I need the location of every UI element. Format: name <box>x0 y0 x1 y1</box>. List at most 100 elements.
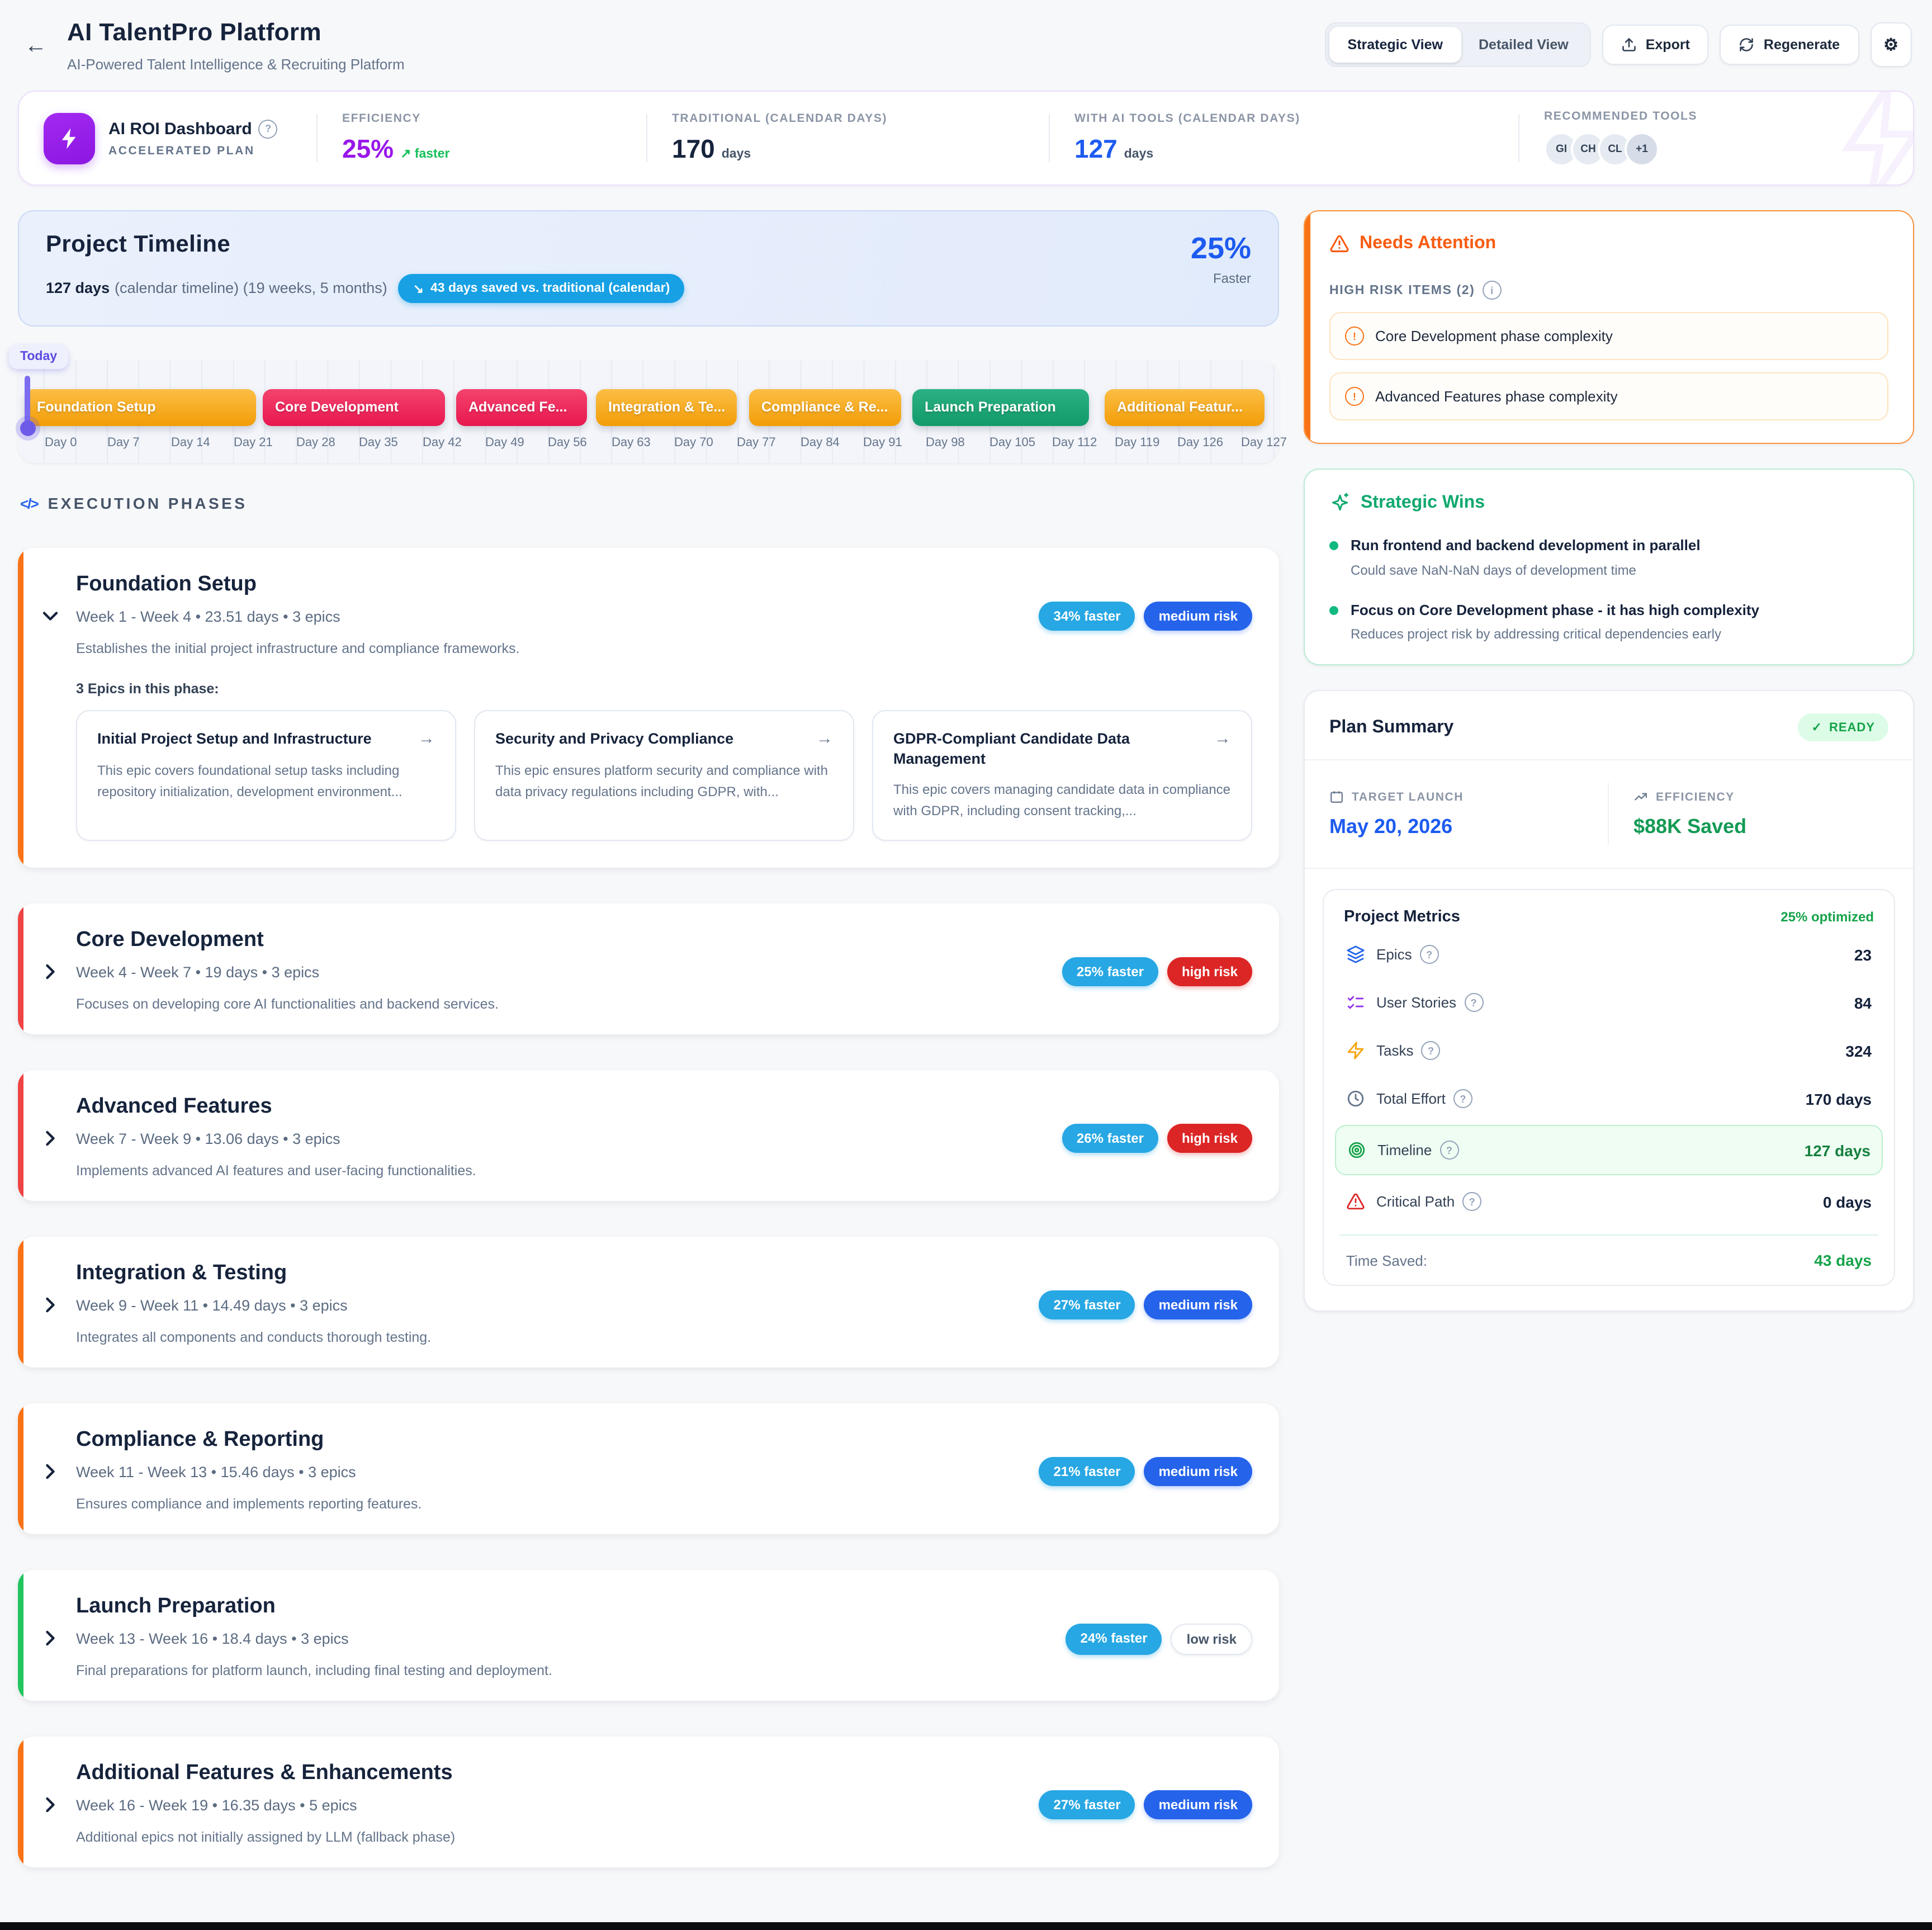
regenerate-label: Regenerate <box>1763 37 1840 53</box>
phase-name: Core Development <box>76 928 264 952</box>
with-ai-label: WITH AI TOOLS (CALENDAR DAYS) <box>1074 112 1300 125</box>
roi-dashboard-bar: AI ROI Dashboard ? ACCELERATED PLAN EFFI… <box>18 91 1914 186</box>
optimized-label: 25% optimized <box>1781 909 1874 925</box>
traditional-value: 170 <box>672 134 715 163</box>
epics-count-label: 3 Epics in this phase: <box>76 681 219 697</box>
clock-icon <box>1346 1089 1365 1108</box>
phase-desc: Integrates all components and conducts t… <box>76 1330 432 1346</box>
risk-item[interactable]: ! Core Development phase complexity <box>1329 312 1888 360</box>
chevron-right-icon[interactable] <box>38 1293 63 1318</box>
phase-desc: Implements advanced AI features and user… <box>76 1163 476 1179</box>
time-saved-row: Time Saved: 43 days <box>1346 1251 1872 1270</box>
chevron-right-icon[interactable] <box>38 960 63 985</box>
risk-badge: high risk <box>1167 957 1252 987</box>
gantt-bar-compliance[interactable]: Compliance & Re... <box>749 389 901 426</box>
risk-badge: medium risk <box>1144 602 1252 631</box>
chevron-right-icon[interactable] <box>38 1460 63 1484</box>
tool-chip[interactable]: CH <box>1571 132 1606 167</box>
arrow-right-icon: → <box>816 729 833 748</box>
gantt-bar-foundation[interactable]: Foundation Setup <box>25 389 256 426</box>
help-icon[interactable]: ? <box>1462 1192 1482 1212</box>
risk-item[interactable]: ! Advanced Features phase complexity <box>1329 372 1888 420</box>
zap-icon <box>1346 1041 1365 1060</box>
with-ai-value: 127 <box>1074 134 1117 163</box>
chevron-right-icon[interactable] <box>38 1793 63 1818</box>
gear-icon: ⚙ <box>1883 36 1898 55</box>
phase-name: Launch Preparation <box>76 1595 276 1619</box>
phase-meta: Week 11 - Week 13 • 15.46 days • 3 epics <box>76 1464 356 1481</box>
today-line <box>25 376 30 427</box>
needs-attention-card: Needs Attention HIGH RISK ITEMS (2) i ! … <box>1304 210 1914 444</box>
help-icon[interactable]: ? <box>1419 945 1439 964</box>
epic-card[interactable]: Security and Privacy Compliance → This e… <box>474 710 854 841</box>
faster-badge: 24% faster <box>1066 1624 1162 1655</box>
phase-card-advanced-features: Advanced Features Week 7 - Week 9 • 13.0… <box>18 1070 1279 1201</box>
gantt-bar-integration[interactable]: Integration & Te... <box>596 389 737 426</box>
phase-card-core-development: Core Development Week 4 - Week 7 • 19 da… <box>18 903 1279 1035</box>
trending-up-icon <box>1633 789 1648 804</box>
traditional-label: TRADITIONAL (CALENDAR DAYS) <box>672 112 888 125</box>
bullet-dot <box>1329 541 1338 550</box>
plan-summary-card: Plan Summary ✓ READY TARGET LAUNCH <box>1304 690 1914 1312</box>
day-tick: Day 14 <box>171 436 210 450</box>
project-timeline-card: Project Timeline 127 days (calendar time… <box>18 210 1279 327</box>
tools-label: RECOMMENDED TOOLS <box>1544 110 1698 123</box>
calendar-icon <box>1329 789 1344 804</box>
trend-down-icon: ↘ <box>413 283 424 296</box>
phase-meta: Week 9 - Week 11 • 14.49 days • 3 epics <box>76 1297 348 1314</box>
settings-button[interactable]: ⚙ <box>1870 22 1912 67</box>
roi-plan-label: ACCELERATED PLAN <box>108 144 255 157</box>
strategic-wins-card: Strategic Wins Run frontend and backend … <box>1304 469 1914 666</box>
metric-row-timeline: Timeline ? 127 days <box>1335 1125 1883 1176</box>
day-tick: Day 84 <box>801 436 840 450</box>
warning-triangle-icon <box>1346 1192 1365 1211</box>
tab-detailed-view[interactable]: Detailed View <box>1461 27 1587 63</box>
risk-badge: medium risk <box>1144 1457 1252 1487</box>
help-icon[interactable]: ? <box>1421 1041 1441 1061</box>
day-tick: Day 119 <box>1115 436 1160 450</box>
day-tick: Day 70 <box>674 436 713 450</box>
strategic-wins-title: Strategic Wins <box>1361 493 1485 512</box>
check-icon: ✓ <box>1811 721 1822 735</box>
phase-meta: Week 7 - Week 9 • 13.06 days • 3 epics <box>76 1130 340 1148</box>
arrow-right-icon: → <box>1214 729 1231 748</box>
gantt-bar-launch[interactable]: Launch Preparation <box>912 389 1089 426</box>
bottom-bar <box>0 1922 1932 1930</box>
help-icon[interactable]: ? <box>1453 1089 1472 1109</box>
epic-card[interactable]: GDPR-Compliant Candidate Data Management… <box>872 710 1252 841</box>
target-launch-label: TARGET LAUNCH <box>1352 790 1464 804</box>
metric-row-epics: Epics ? 23 <box>1344 930 1874 978</box>
help-icon[interactable]: ? <box>258 119 278 138</box>
epic-card[interactable]: Initial Project Setup and Infrastructure… <box>76 710 456 841</box>
phase-meta: Week 1 - Week 4 • 23.51 days • 3 epics <box>76 608 340 625</box>
chevron-down-icon[interactable] <box>38 604 63 628</box>
day-tick: Day 126 <box>1177 436 1223 450</box>
chevron-right-icon[interactable] <box>38 1626 63 1651</box>
app-header: ← AI TalentPro Platform AI-Powered Talen… <box>18 13 1914 77</box>
efficiency-saved-value: $88K Saved <box>1633 815 1747 838</box>
help-icon[interactable]: ? <box>1439 1141 1459 1160</box>
gantt-bar-core[interactable]: Core Development <box>263 389 445 426</box>
day-tick: Day 127 <box>1241 436 1287 450</box>
roi-title: AI ROI Dashboard <box>108 119 252 138</box>
bullet-dot <box>1329 606 1338 615</box>
gantt-bar-additional[interactable]: Additional Featur... <box>1105 389 1265 426</box>
checklist-icon <box>1346 993 1365 1012</box>
refresh-icon <box>1739 37 1755 53</box>
phase-name: Integration & Testing <box>76 1261 287 1285</box>
regenerate-button[interactable]: Regenerate <box>1720 25 1859 65</box>
info-icon[interactable]: i <box>1483 281 1502 300</box>
day-tick: Day 42 <box>423 436 462 450</box>
phase-desc: Focuses on developing core AI functional… <box>76 996 499 1013</box>
help-icon[interactable]: ? <box>1464 993 1484 1013</box>
code-icon: </> <box>20 495 39 512</box>
chevron-right-icon[interactable] <box>38 1127 63 1151</box>
day-tick: Day 49 <box>485 436 524 450</box>
tool-chip-more[interactable]: +1 <box>1625 132 1659 167</box>
back-button[interactable]: ← <box>20 20 51 73</box>
risk-badge: low risk <box>1171 1624 1252 1655</box>
gantt-bar-advanced[interactable]: Advanced Fe... <box>456 389 587 426</box>
tab-strategic-view[interactable]: Strategic View <box>1329 27 1461 63</box>
export-button[interactable]: Export <box>1602 25 1709 65</box>
high-risk-items-label: HIGH RISK ITEMS (2) <box>1329 283 1475 297</box>
